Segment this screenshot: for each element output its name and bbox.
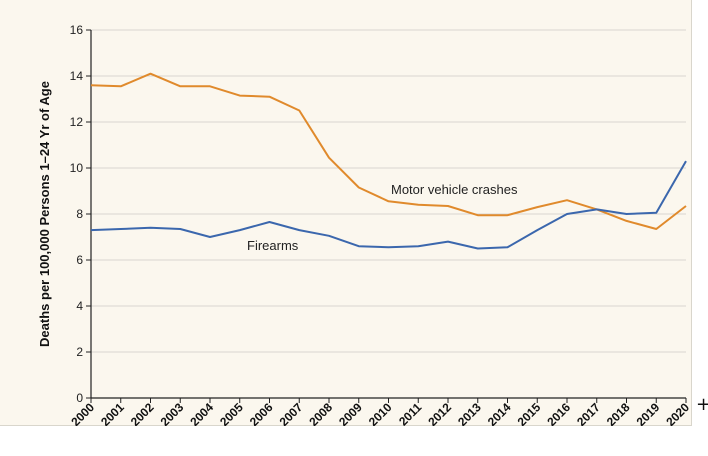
x-tick-label: 2012	[425, 400, 454, 426]
x-tick-label: 2011	[396, 400, 425, 426]
y-tick-label: 16	[70, 23, 84, 37]
series-annotation-motor-vehicle: Motor vehicle crashes	[391, 182, 518, 197]
y-tick-label: 6	[76, 253, 83, 267]
x-tick-label: 2020	[663, 400, 692, 426]
series	[90, 72, 687, 250]
x-tick-label: 2019	[634, 400, 663, 426]
gridlines	[91, 29, 686, 353]
series-annotation-firearms: Firearms	[247, 238, 299, 253]
x-tick-label: 2003	[158, 400, 187, 426]
x-tick-label: 2009	[336, 400, 365, 426]
x-tick-label: 2016	[544, 400, 573, 426]
chart-panel: 0 2 4 6 8 10 12 14 16 2000 2001 2002 2003 2004 2005 200…	[0, 0, 692, 429]
y-tick-label: 0	[76, 391, 83, 405]
x-tick-label: 2000	[68, 400, 97, 426]
x-tick-label: 2004	[187, 400, 216, 426]
x-tick-label: 2018	[604, 400, 633, 426]
x-tick-label: 2007	[277, 400, 306, 426]
x-tick-label: 2008	[306, 400, 335, 426]
plus-icon[interactable]: +	[696, 394, 708, 415]
series-line-motor-vehicle-crashes	[90, 72, 687, 230]
x-tick-label: 2014	[485, 400, 514, 426]
y-tick-label: 8	[76, 207, 83, 221]
x-tick-label: 2005	[217, 400, 246, 426]
y-tick-label: 4	[76, 299, 83, 313]
y-tick-label: 14	[70, 69, 84, 83]
x-tick-label: 2002	[128, 400, 157, 426]
x-tick-label: 2017	[574, 400, 603, 426]
x-tick-label: 2001	[98, 400, 127, 426]
y-tick-label: 12	[70, 115, 84, 129]
x-tick-label: 2015	[515, 400, 544, 426]
labels: Deaths per 100,000 Persons 1–24 Yr of Ag…	[37, 81, 518, 347]
x-tick-label: 2010	[366, 400, 395, 426]
series-line-firearms	[90, 160, 687, 250]
x-tick-label: 2013	[455, 400, 484, 426]
y-axis-label: Deaths per 100,000 Persons 1–24 Yr of Ag…	[37, 81, 52, 347]
y-tick-label: 2	[76, 345, 83, 359]
x-tick-label: 2006	[247, 400, 276, 426]
y-tick-label: 10	[70, 161, 84, 175]
